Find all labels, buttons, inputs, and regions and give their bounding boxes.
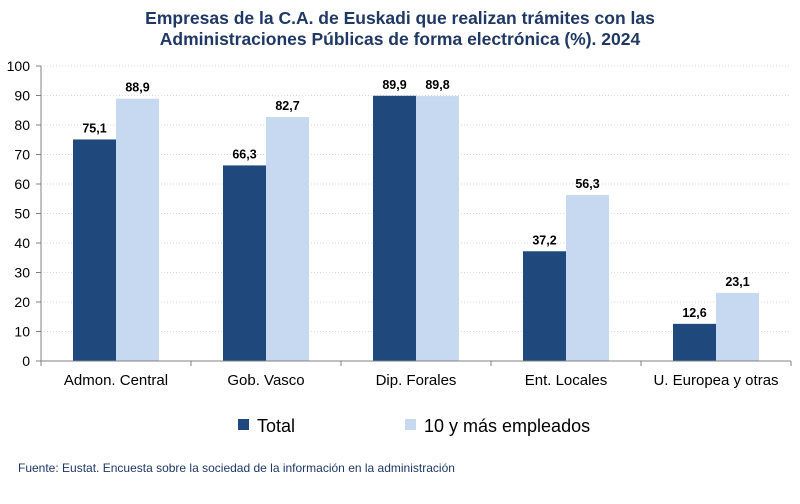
y-tick-label: 90 xyxy=(14,88,30,104)
y-tick-label: 30 xyxy=(14,265,30,281)
bar-large-firms xyxy=(566,194,609,361)
bar-value-label: 12,6 xyxy=(682,306,706,320)
bar-total xyxy=(73,139,116,361)
bars: 75,1 88,9 66,3 82,7 89,9 89,8 37,2 56,3 12,6 23,1 xyxy=(73,78,759,362)
legend-swatch xyxy=(405,419,416,430)
y-tick-label: 40 xyxy=(14,235,30,251)
y-tick-label: 0 xyxy=(22,353,30,369)
x-tick-label: U. Europea y otras xyxy=(653,372,778,389)
y-tick-label: 100 xyxy=(7,58,31,74)
y-tick-label: 80 xyxy=(14,117,30,133)
x-tick-label: Dip. Forales xyxy=(376,372,457,389)
y-tick-label: 20 xyxy=(14,294,30,310)
bar-large-firms xyxy=(716,292,759,361)
bar-total xyxy=(523,251,566,361)
bar-value-label: 88,9 xyxy=(125,81,149,95)
bar-value-label: 89,8 xyxy=(425,78,449,92)
y-tick-label: 50 xyxy=(14,206,30,222)
y-tick-label: 60 xyxy=(14,176,30,192)
bar-value-label: 75,1 xyxy=(82,121,106,135)
y-tick-label: 70 xyxy=(14,147,30,163)
chart-title-line-1: Empresas de la C.A. de Euskadi que reali… xyxy=(145,8,655,28)
y-tick-label: 10 xyxy=(14,324,30,340)
chart-title-line-2: Administraciones Públicas de forma elect… xyxy=(159,29,641,49)
bar-value-label: 82,7 xyxy=(275,99,299,113)
axes: 0 10 20 30 40 50 60 70 80 90 100 Admon. Central Gob.… xyxy=(7,58,792,389)
bar-value-label: 37,2 xyxy=(532,233,556,247)
chart-title: Empresas de la C.A. de Euskadi que reali… xyxy=(0,8,800,50)
legend-swatch xyxy=(238,419,249,430)
source-note: Fuente: Eustat. Encuesta sobre la socied… xyxy=(18,461,455,475)
x-tick-label: Admon. Central xyxy=(64,372,168,389)
legend-label: 10 y más empleados xyxy=(424,416,590,436)
bar-total xyxy=(673,323,716,361)
legend-label: Total xyxy=(257,416,295,436)
bar-value-label: 56,3 xyxy=(575,177,599,191)
bar-total xyxy=(373,95,416,362)
bar-value-label: 23,1 xyxy=(725,275,749,289)
bar-large-firms xyxy=(416,96,459,361)
bar-value-label: 66,3 xyxy=(232,147,256,161)
legend: Total 10 y más empleados xyxy=(238,416,590,436)
bar-value-label: 89,9 xyxy=(382,78,406,92)
x-tick-label: Gob. Vasco xyxy=(227,372,304,389)
bar-total xyxy=(223,165,266,361)
x-tick-label: Ent. Locales xyxy=(525,372,608,389)
bar-large-firms xyxy=(116,98,159,362)
bar-large-firms xyxy=(266,117,309,361)
